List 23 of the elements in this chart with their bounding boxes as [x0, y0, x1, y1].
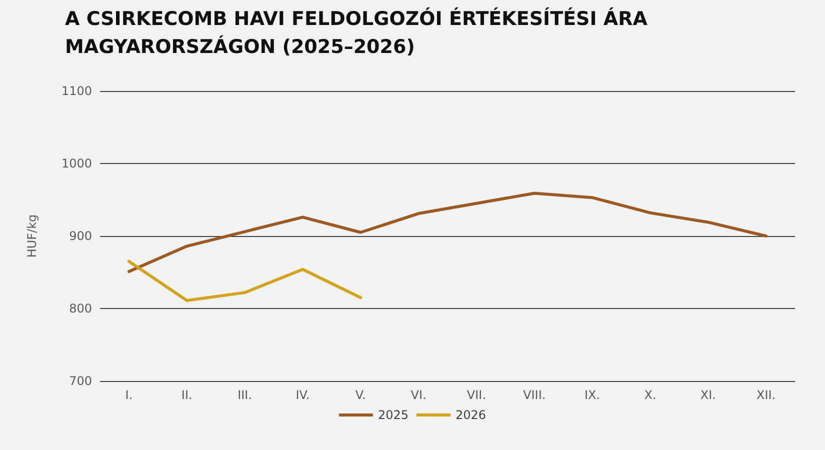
x-tick-label: VII. [466, 388, 486, 402]
x-tick-label: V. [355, 388, 366, 402]
legend-label: 2026 [456, 408, 486, 422]
x-tick-label: VI. [410, 388, 426, 402]
y-tick-label: 900 [69, 229, 92, 243]
y-axis-title: HUF/kg [25, 214, 39, 258]
y-tick-label: 800 [69, 302, 92, 316]
line-series [127, 260, 362, 302]
x-tick-label: III. [238, 388, 252, 402]
legend-label: 2025 [378, 408, 409, 422]
x-tick-label: IX. [584, 388, 600, 402]
chart-title: A CSIRKECOMB HAVI FELDOLGOZÓI ÉRTÉKESÍTÉSI ÁRA MAGYARORSZÁGON (2025–2026) [65, 7, 648, 58]
y-tick-label: 1000 [61, 156, 92, 170]
x-tick-label: I. [125, 388, 133, 402]
x-tick-label: XI. [700, 388, 716, 402]
y-tick-label: 700 [69, 374, 92, 388]
x-tick-label: VIII. [523, 388, 546, 402]
x-tick-label: XII. [756, 388, 776, 402]
line-series [127, 192, 768, 274]
x-tick-label: II. [181, 388, 192, 402]
x-tick-label: IV. [296, 388, 310, 402]
x-tick-label: X. [644, 388, 656, 402]
y-tick-label: 1100 [61, 84, 92, 98]
